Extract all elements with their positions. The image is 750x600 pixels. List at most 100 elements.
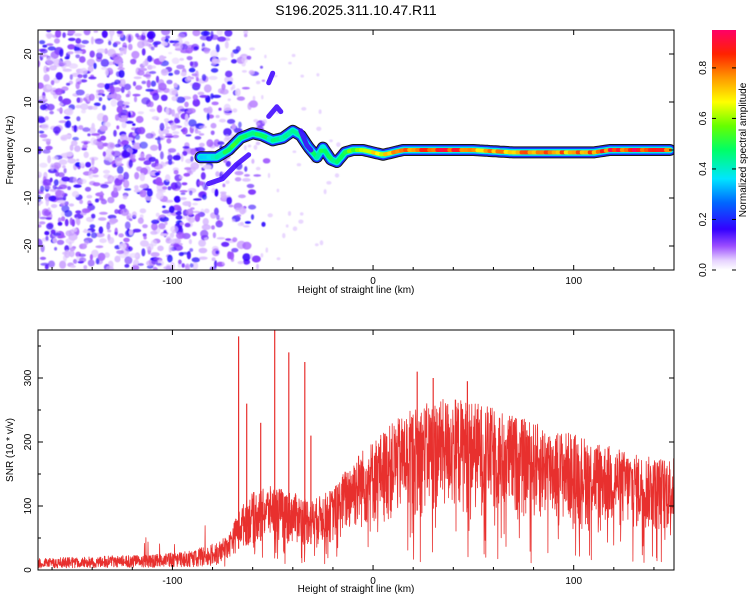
noise-blob	[123, 179, 130, 189]
noise-blob	[55, 72, 63, 81]
noise-blob	[177, 110, 181, 115]
noise-blob	[114, 178, 123, 186]
noise-blob	[99, 211, 108, 215]
noise-blob	[60, 211, 65, 217]
noise-blob	[78, 253, 86, 257]
noise-blob	[232, 237, 238, 243]
noise-blob	[78, 44, 86, 48]
ridge-branch	[266, 104, 284, 119]
noise-blob	[298, 219, 304, 224]
noise-blob	[236, 214, 242, 217]
noise-blob	[223, 137, 229, 142]
noise-blob	[242, 225, 250, 228]
noise-blob	[50, 204, 58, 208]
noise-blob	[133, 142, 142, 150]
noise-blob	[162, 128, 170, 135]
noise-blob	[291, 53, 296, 58]
noise-blob	[188, 119, 197, 127]
noise-blob	[90, 36, 94, 45]
noise-blob	[235, 88, 241, 97]
noise-blob	[151, 222, 158, 231]
noise-blob	[138, 157, 146, 161]
noise-blob	[235, 46, 241, 52]
noise-blob	[79, 199, 83, 204]
noise-blob	[248, 204, 257, 210]
noise-blob	[133, 76, 142, 80]
noise-blob	[78, 125, 84, 130]
noise-blob	[44, 116, 49, 121]
noise-blob	[132, 228, 142, 233]
noise-blob	[329, 139, 333, 143]
noise-blob	[95, 232, 105, 238]
noise-blob	[137, 263, 144, 266]
noise-blob	[214, 188, 219, 197]
noise-blob	[208, 75, 218, 80]
noise-blob	[58, 184, 68, 190]
noise-blob	[210, 49, 219, 58]
noise-blob	[262, 119, 267, 124]
noise-blob	[152, 42, 159, 46]
noise-blob	[83, 265, 88, 270]
noise-blob	[195, 146, 206, 153]
noise-blob	[237, 261, 244, 265]
noise-blob	[248, 100, 258, 108]
snr-content	[38, 330, 674, 569]
noise-blob	[128, 159, 133, 168]
noise-blob	[42, 138, 52, 142]
noise-blob	[71, 219, 76, 227]
noise-blob	[231, 219, 235, 223]
colorbar-ticks: 0.0 0.2 0.4 0.6 0.8	[698, 61, 736, 277]
noise-blob	[276, 257, 281, 261]
noise-blob	[109, 143, 115, 148]
noise-blob	[64, 218, 69, 227]
noise-blob	[227, 98, 231, 102]
noise-blob	[223, 103, 231, 113]
noise-blob	[43, 65, 48, 74]
noise-blob	[161, 30, 171, 36]
noise-blob	[116, 165, 124, 174]
noise-blob	[194, 213, 201, 222]
noise-blob	[150, 252, 160, 257]
noise-blob	[261, 79, 266, 82]
noise-blob	[138, 67, 148, 72]
noise-blob	[47, 168, 58, 174]
noise-blob	[221, 83, 226, 91]
noise-blob	[68, 250, 75, 258]
noise-blob	[91, 105, 98, 110]
noise-blob	[39, 256, 47, 260]
noise-blob	[131, 211, 137, 218]
noise-blob	[46, 30, 52, 33]
noise-blob	[120, 208, 129, 216]
noise-blob	[180, 252, 190, 255]
noise-blob	[189, 263, 194, 268]
noise-blob	[160, 233, 169, 237]
noise-blob	[137, 111, 144, 115]
noise-blob	[88, 93, 95, 101]
noise-blob	[288, 61, 292, 65]
noise-blob	[52, 162, 62, 170]
noise-blob	[151, 219, 160, 224]
noise-blob	[213, 139, 220, 147]
noise-blob	[211, 94, 222, 99]
snr-ytick-label: 0	[23, 567, 34, 573]
noise-blob	[52, 184, 57, 190]
noise-blob	[113, 129, 117, 137]
noise-blob	[141, 80, 146, 85]
noise-blob	[192, 210, 201, 214]
noise-blob	[172, 40, 180, 44]
noise-blob	[323, 189, 327, 195]
noise-blob	[166, 79, 173, 85]
noise-blob	[184, 76, 192, 83]
noise-blob	[75, 210, 82, 214]
noise-blob	[326, 181, 332, 185]
noise-blob	[79, 162, 85, 167]
noise-blob	[45, 57, 56, 65]
noise-blob	[48, 260, 55, 268]
noise-blob	[123, 248, 130, 257]
noise-blob	[40, 262, 50, 266]
noise-blob	[123, 83, 132, 91]
noise-blob	[225, 180, 230, 185]
noise-blob	[42, 179, 52, 186]
noise-blob	[287, 211, 292, 216]
